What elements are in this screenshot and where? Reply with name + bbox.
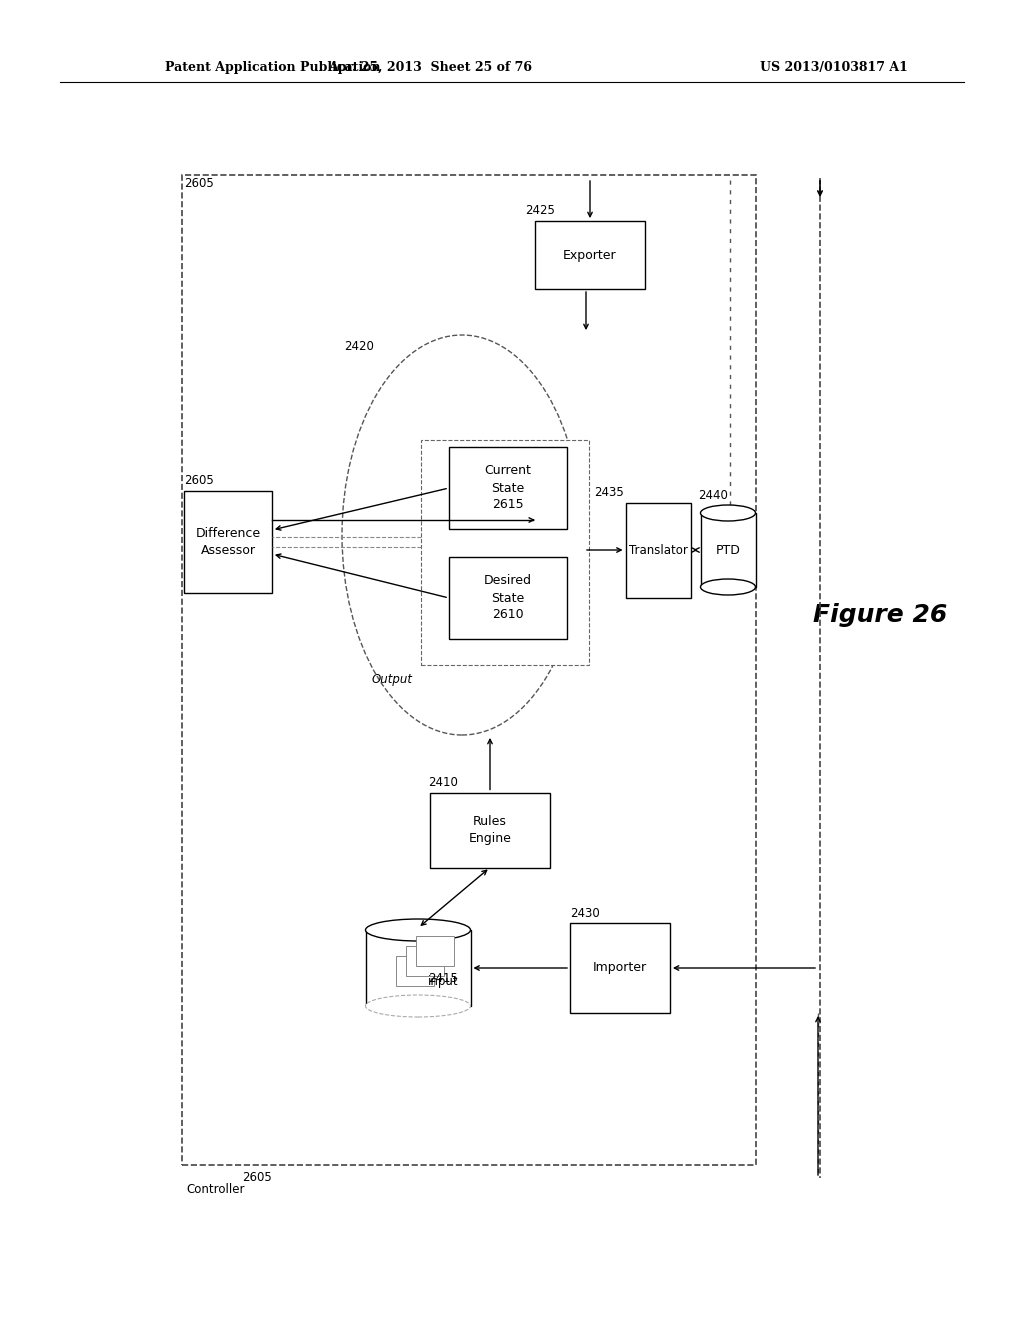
Bar xyxy=(430,792,550,867)
Bar xyxy=(184,491,272,593)
Text: Rules
Engine: Rules Engine xyxy=(469,814,511,845)
Ellipse shape xyxy=(700,506,756,521)
Ellipse shape xyxy=(342,335,582,735)
Text: 2440: 2440 xyxy=(698,488,728,502)
Bar xyxy=(406,946,444,975)
Text: 2605: 2605 xyxy=(242,1171,271,1184)
Bar xyxy=(182,176,756,1166)
Text: 2425: 2425 xyxy=(525,205,555,216)
Bar xyxy=(449,447,567,529)
Text: 2430: 2430 xyxy=(570,907,600,920)
Text: Desired
State
2610: Desired State 2610 xyxy=(484,574,532,622)
Text: Difference
Assessor: Difference Assessor xyxy=(196,527,260,557)
Text: 2605: 2605 xyxy=(184,474,214,487)
Text: 2435: 2435 xyxy=(594,487,624,499)
Text: Current
State
2615: Current State 2615 xyxy=(484,465,531,511)
Text: 2420: 2420 xyxy=(344,341,374,352)
Ellipse shape xyxy=(366,919,470,941)
Bar xyxy=(366,931,470,1006)
Text: Output: Output xyxy=(372,673,413,686)
Bar xyxy=(396,956,434,986)
Ellipse shape xyxy=(366,995,470,1016)
Bar xyxy=(449,557,567,639)
Text: Importer: Importer xyxy=(593,961,647,974)
Bar xyxy=(421,440,589,664)
Text: Translator: Translator xyxy=(629,544,687,557)
Text: 2410: 2410 xyxy=(428,776,458,789)
Text: Apr. 25, 2013  Sheet 25 of 76: Apr. 25, 2013 Sheet 25 of 76 xyxy=(328,62,532,74)
Text: 2415: 2415 xyxy=(428,972,458,985)
Text: input: input xyxy=(428,975,459,989)
Text: PTD: PTD xyxy=(716,544,740,557)
Bar xyxy=(700,513,756,587)
Bar xyxy=(416,936,454,966)
Ellipse shape xyxy=(700,579,756,595)
Bar xyxy=(626,503,690,598)
Text: Controller: Controller xyxy=(186,1183,245,1196)
Text: Patent Application Publication: Patent Application Publication xyxy=(165,62,381,74)
Text: Figure 26: Figure 26 xyxy=(813,603,947,627)
Text: Exporter: Exporter xyxy=(563,248,616,261)
Bar xyxy=(535,220,645,289)
Bar xyxy=(570,923,670,1012)
Text: 2605: 2605 xyxy=(184,177,214,190)
Text: US 2013/0103817 A1: US 2013/0103817 A1 xyxy=(760,62,908,74)
